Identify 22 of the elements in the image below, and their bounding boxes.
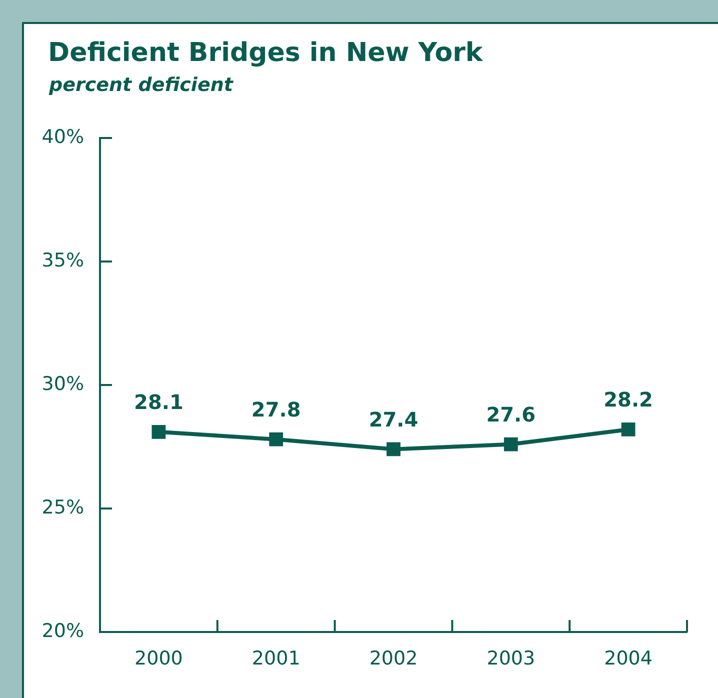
point [269, 432, 284, 446]
x-tick-label: 2001 [252, 647, 300, 670]
y-tick-label: 20% [42, 620, 84, 642]
data-label: 28.1 [134, 390, 184, 414]
y-tick-label: 25% [42, 496, 84, 518]
x-tick-label: 2002 [369, 647, 418, 670]
x-tick-label: 2000 [134, 647, 183, 670]
x-tick-label: 2003 [486, 647, 536, 670]
point [621, 422, 636, 436]
point [152, 424, 166, 439]
y-tick-label: 40% [42, 126, 84, 148]
data-label: 27.6 [486, 402, 536, 426]
x-tick-label: 2004 [604, 647, 652, 670]
y-tick-label: 35% [42, 249, 84, 272]
point [504, 437, 518, 452]
data-label: 27.4 [368, 407, 418, 432]
point [386, 442, 400, 456]
data-label: 28.2 [604, 388, 653, 412]
y-tick-label: 30% [42, 372, 84, 395]
chart-title: Deficient Bridges in New York [48, 38, 483, 68]
data-label: 27.8 [251, 398, 301, 422]
chart-subtitle: percent deficient [49, 74, 233, 96]
